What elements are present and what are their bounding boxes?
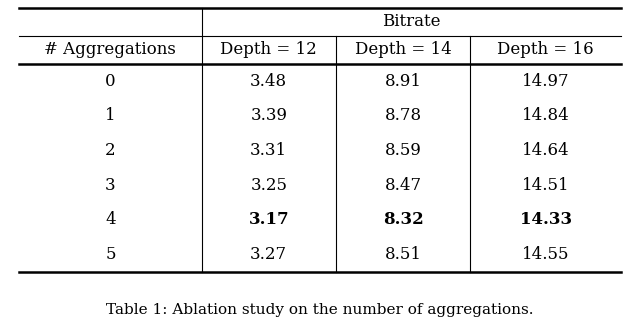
Text: 14.51: 14.51 [522,177,570,194]
Text: 14.64: 14.64 [522,142,570,159]
Text: Depth = 14: Depth = 14 [355,42,452,58]
Text: 5: 5 [105,246,116,263]
Text: 3: 3 [105,177,116,194]
Text: Depth = 16: Depth = 16 [497,42,594,58]
Text: 14.84: 14.84 [522,108,570,125]
Text: Depth = 12: Depth = 12 [220,42,317,58]
Text: 8.51: 8.51 [385,246,422,263]
Text: 8.47: 8.47 [385,177,422,194]
Text: 8.32: 8.32 [383,212,424,229]
Text: 8.78: 8.78 [385,108,422,125]
Text: 3.48: 3.48 [250,73,287,90]
Text: 1: 1 [105,108,116,125]
Text: 14.97: 14.97 [522,73,570,90]
Text: 0: 0 [105,73,116,90]
Text: 8.59: 8.59 [385,142,422,159]
Text: 14.55: 14.55 [522,246,570,263]
Text: 2: 2 [105,142,116,159]
Text: 3.27: 3.27 [250,246,287,263]
Text: 3.39: 3.39 [250,108,287,125]
Text: 8.91: 8.91 [385,73,422,90]
Text: 3.25: 3.25 [250,177,287,194]
Text: # Aggregations: # Aggregations [44,42,177,58]
Text: 3.17: 3.17 [248,212,289,229]
Text: Table 1: Ablation study on the number of aggregations.: Table 1: Ablation study on the number of… [106,303,534,317]
Text: 14.33: 14.33 [520,212,572,229]
Text: 4: 4 [105,212,116,229]
Text: 3.31: 3.31 [250,142,287,159]
Text: Bitrate: Bitrate [382,13,440,31]
